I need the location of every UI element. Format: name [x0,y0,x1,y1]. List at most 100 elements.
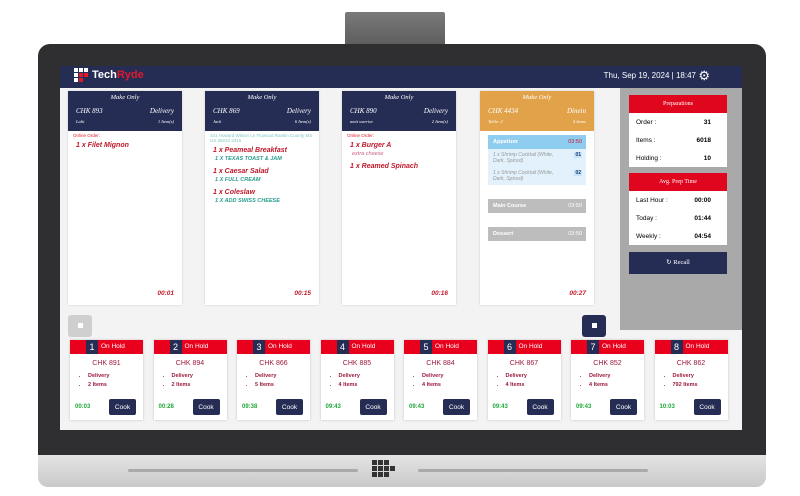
datetime: Thu, Sep 19, 2024 | 18:47 [603,71,696,80]
preparations-title: Preparations [629,95,727,113]
avg-prep-title: Avg. Prep Time [629,173,727,191]
on-hold-card[interactable]: 1On Hold CHK 891 Delivery2 Items 00:03 C… [70,340,143,420]
order-check: CHK 893 [76,107,103,115]
hold-timer: 09:43 [576,404,592,410]
course-item: 02 1 x Shrimp Cocktail (White, Dark, Spic… [488,167,586,185]
course-header[interactable]: Main Course 03:50 [488,199,586,213]
monitor-camera [345,12,445,46]
cook-button[interactable]: Cook [443,399,470,415]
hold-status-bar: 2 On Hold [153,340,227,354]
order-card[interactable]: Make Only CHK 890 Delivery amit warrior … [342,91,456,305]
hold-number: 3 [253,340,265,354]
scroll-left-button[interactable] [68,315,92,337]
hold-status: On Hold [685,343,710,350]
order-header: Make Only CHK 893 Delivery Lalit 1 Item(… [68,91,182,131]
on-hold-card[interactable]: 2On Hold CHK 894 Delivery2 Items 00:28 C… [153,340,227,420]
course-header[interactable]: Dessert 03:50 [488,227,586,241]
order-item: 1 x Caesar Salad [213,168,269,175]
hold-items: 5 Items [255,381,310,390]
cook-button[interactable]: Cook [693,399,721,415]
hold-status: On Hold [101,343,125,350]
order-source: Online Order: [73,133,101,138]
course-header[interactable]: Appetizer 03:50 [488,135,586,149]
hold-timer: 00:03 [75,404,91,410]
order-timer: 00:01 [157,290,174,297]
hold-timer: 09:38 [242,404,258,410]
hold-number: 1 [86,340,98,354]
hold-type: Delivery [255,372,310,381]
hold-type: Delivery [339,372,394,381]
cook-button[interactable]: Cook [526,399,554,415]
hold-items: 4 Items [506,381,561,390]
order-mode: Make Only [384,94,414,101]
hold-type: Delivery [172,372,227,381]
order-card[interactable]: Make Only CHK 4434 Dinein Table: 2 4 Ite… [480,91,594,305]
on-hold-card[interactable]: 7On Hold CHK 852 Delivery4 Items 09:43 C… [571,340,644,420]
order-card[interactable]: Make Only CHK 869 Delivery Jack 6 Item(s… [205,91,319,305]
order-mode: Make Only [247,94,277,101]
cook-button[interactable]: Cook [610,399,637,415]
techryde-logo: TechRyde [74,68,144,82]
hold-items: 792 Items [673,381,728,390]
hold-type: Delivery [589,372,644,381]
hold-status: On Hold [351,343,376,350]
order-card[interactable]: Make Only CHK 893 Delivery Lalit 1 Item(… [68,91,182,305]
order-customer: amit warrior [350,119,374,124]
hold-timer: 10:03 [659,404,675,410]
item-modifier: 1 X TEXAS TOAST & JAM [215,156,282,162]
cook-button[interactable]: Cook [109,399,136,415]
stat-row: Weekly :04:54 [636,232,711,240]
item-modifier: 1 X ADD SWISS CHEESE [215,198,280,204]
hold-status-bar: 3 On Hold [237,340,310,354]
on-hold-card[interactable]: 3On Hold CHK 866 Delivery5 Items 09:38 C… [237,340,310,420]
stat-row: Last Hour :00:00 [636,196,711,204]
on-hold-card[interactable]: 8On Hold CHK 862 Delivery792 Items 10:03… [654,340,728,420]
on-hold-card[interactable]: 6On Hold CHK 867 Delivery4 Items 09:43 C… [487,340,561,420]
hold-check: CHK 894 [175,360,205,367]
cook-button[interactable]: Cook [192,399,220,415]
scroll-right-button[interactable] [582,315,606,337]
order-item-count: 1 Item(s) [157,119,174,124]
preparations-box: Preparations Order :31 Items :6018 Holding… [629,95,727,167]
monitor-chin [38,455,766,487]
hold-number: 2 [169,340,182,354]
hold-check: CHK 885 [342,360,372,367]
order-check: CHK 869 [213,107,240,115]
cook-button[interactable]: Cook [359,399,387,415]
order-timer: 00:27 [569,290,586,297]
hold-items: 4 Items [422,381,477,390]
order-item-count: 2 Item(s) [431,119,448,124]
course-item: 01 1 x Shrimp Cocktail (White, Dark, Spic… [488,149,586,167]
kitchen-display-screen: TechRyde Thu, Sep 19, 2024 | 18:47 ⚙ Mak… [60,66,742,430]
order-item: 1 x Burger A [350,142,392,149]
order-timer: 00:16 [431,290,448,297]
on-hold-card[interactable]: 4On Hold CHK 885 Delivery4 Items 09:43 C… [320,340,394,420]
order-item: 1 x Coleslaw [213,189,256,196]
avg-prep-box: Avg. Prep Time Last Hour :00:00 Today :01… [629,173,727,245]
gear-icon[interactable]: ⚙ [698,68,710,83]
hold-status: On Hold [602,343,626,350]
order-customer: Lalit [76,119,85,124]
hold-status: On Hold [518,343,543,350]
hold-items: 4 Items [589,381,644,390]
item-modifier: 1 X FULL CREAM [215,177,261,183]
stat-row: Order :31 [636,118,711,126]
hold-number: 7 [587,340,599,354]
on-hold-card[interactable]: 5On Hold CHK 884 Delivery4 Items 09:43 C… [404,340,477,420]
order-mode: Make Only [522,94,552,101]
order-type: Delivery [423,107,448,115]
hold-number: 5 [420,340,432,354]
order-source: 101 Howard Wilson Ln Flowood Rankin Coun… [210,133,313,143]
cook-button[interactable]: Cook [276,399,303,415]
hold-type: Delivery [422,372,477,381]
hold-status-bar: 8 On Hold [654,340,728,354]
recall-button[interactable]: ↻ Recall [629,252,727,274]
hold-number: 6 [503,340,516,354]
hold-timer: 09:43 [409,404,425,410]
monitor-logo-icon [372,460,395,477]
hold-status: On Hold [184,343,209,350]
order-item: 1 x Peameal Breakfast [213,147,287,154]
order-check: CHK 4434 [488,107,519,115]
hold-items: 4 Items [339,381,394,390]
hold-check: CHK 866 [259,360,288,367]
